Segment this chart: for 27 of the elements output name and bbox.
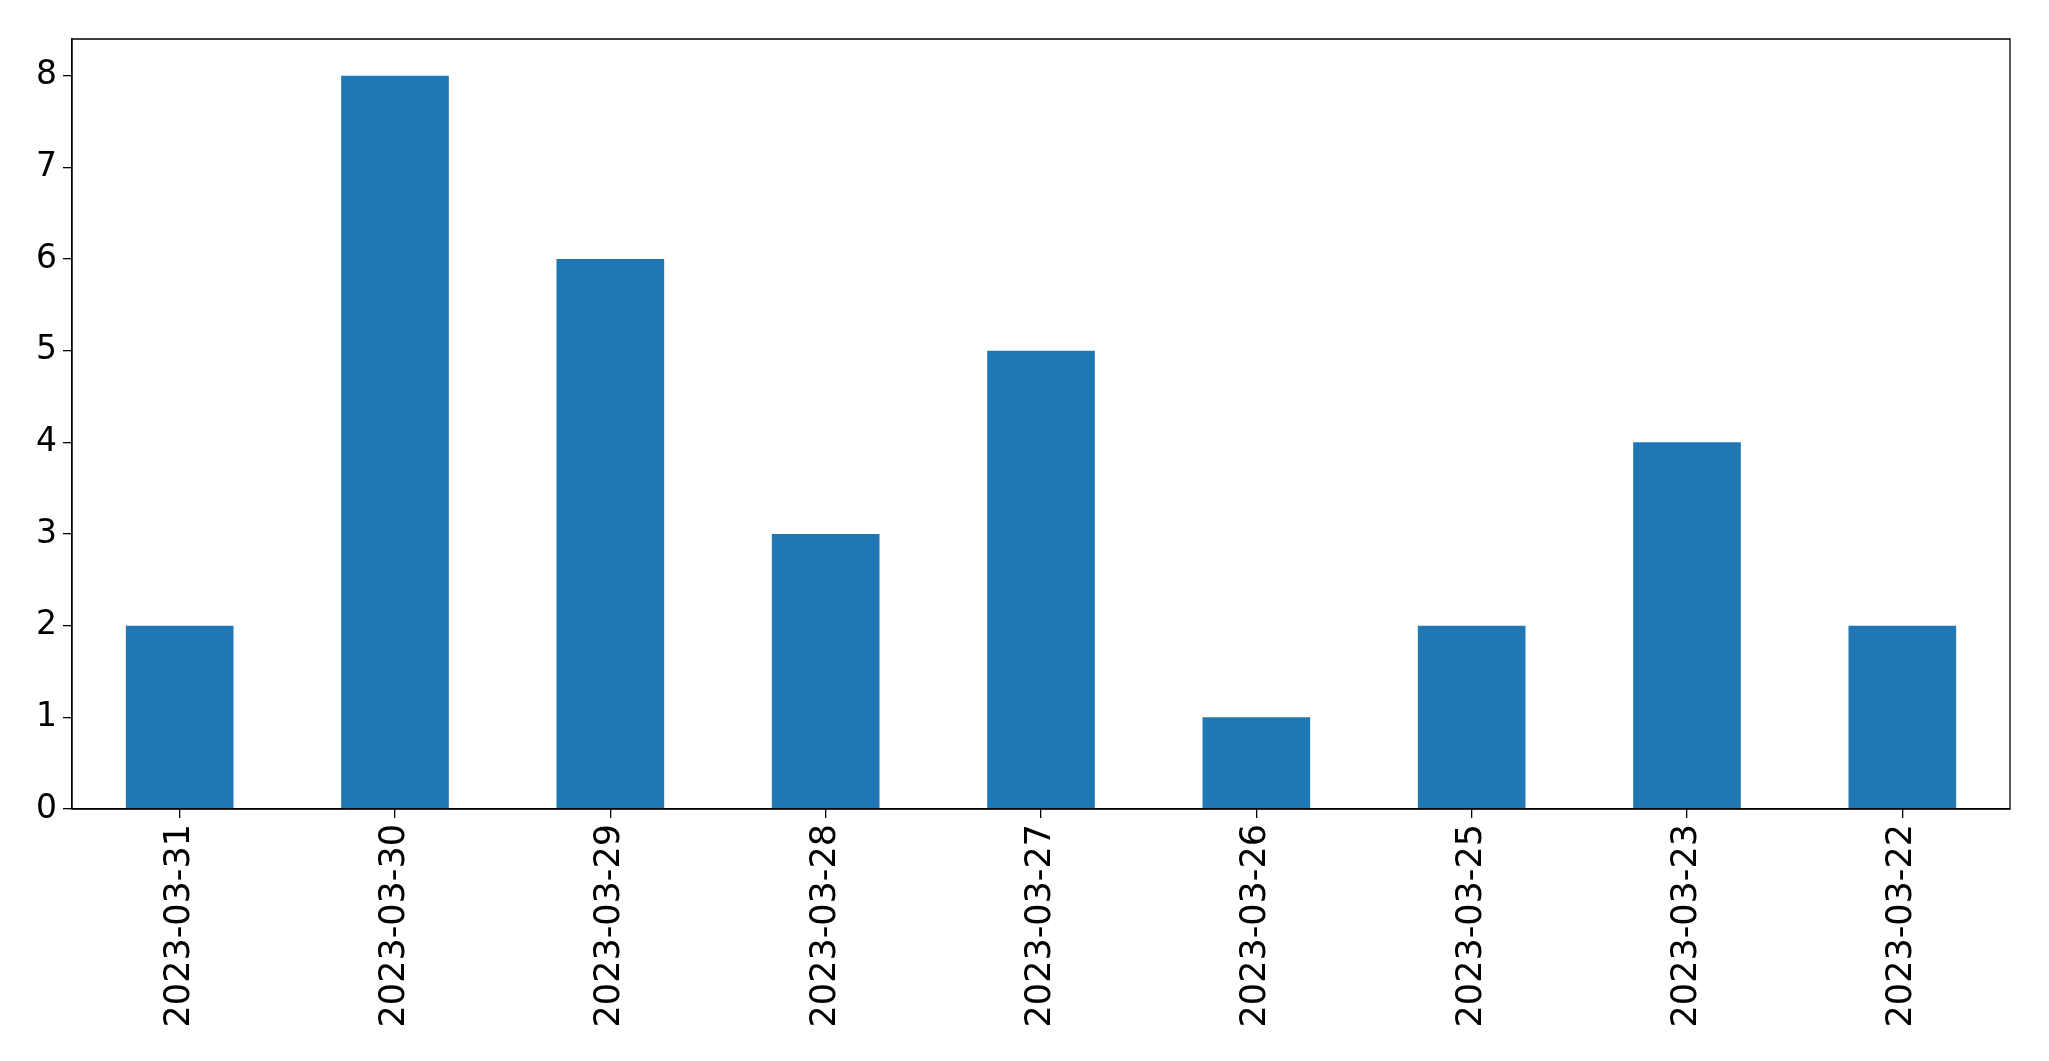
y-tick-label: 5 [36,328,57,368]
x-tick-label: 2023-03-23 [1664,824,1705,1028]
y-tick-label: 1 [36,694,57,734]
x-tick-label: 2023-03-31 [156,824,197,1028]
bar [1202,717,1311,809]
bar [1848,625,1957,809]
y-tick-label: 0 [36,786,57,826]
bar [1633,442,1741,809]
x-tick-label: 2023-03-28 [802,824,843,1028]
y-tick-label: 6 [36,236,57,276]
bar [556,259,665,809]
x-tick-label: 2023-03-27 [1018,824,1059,1028]
y-tick-label: 7 [36,144,57,184]
x-tick-label: 2023-03-30 [372,824,413,1028]
y-tick-label: 8 [36,53,57,93]
y-tick-label: 4 [36,419,57,459]
y-tick-label: 3 [36,511,57,551]
bar [771,534,880,809]
x-tick-label: 2023-03-22 [1879,824,1920,1028]
bar [987,350,1095,809]
bar [341,75,449,809]
bar [125,625,234,809]
x-tick-label: 2023-03-25 [1448,824,1489,1028]
bar [1417,625,1526,809]
x-tick-label: 2023-03-26 [1233,824,1274,1028]
y-tick-label: 2 [36,603,57,643]
x-tick-label: 2023-03-29 [587,824,628,1028]
